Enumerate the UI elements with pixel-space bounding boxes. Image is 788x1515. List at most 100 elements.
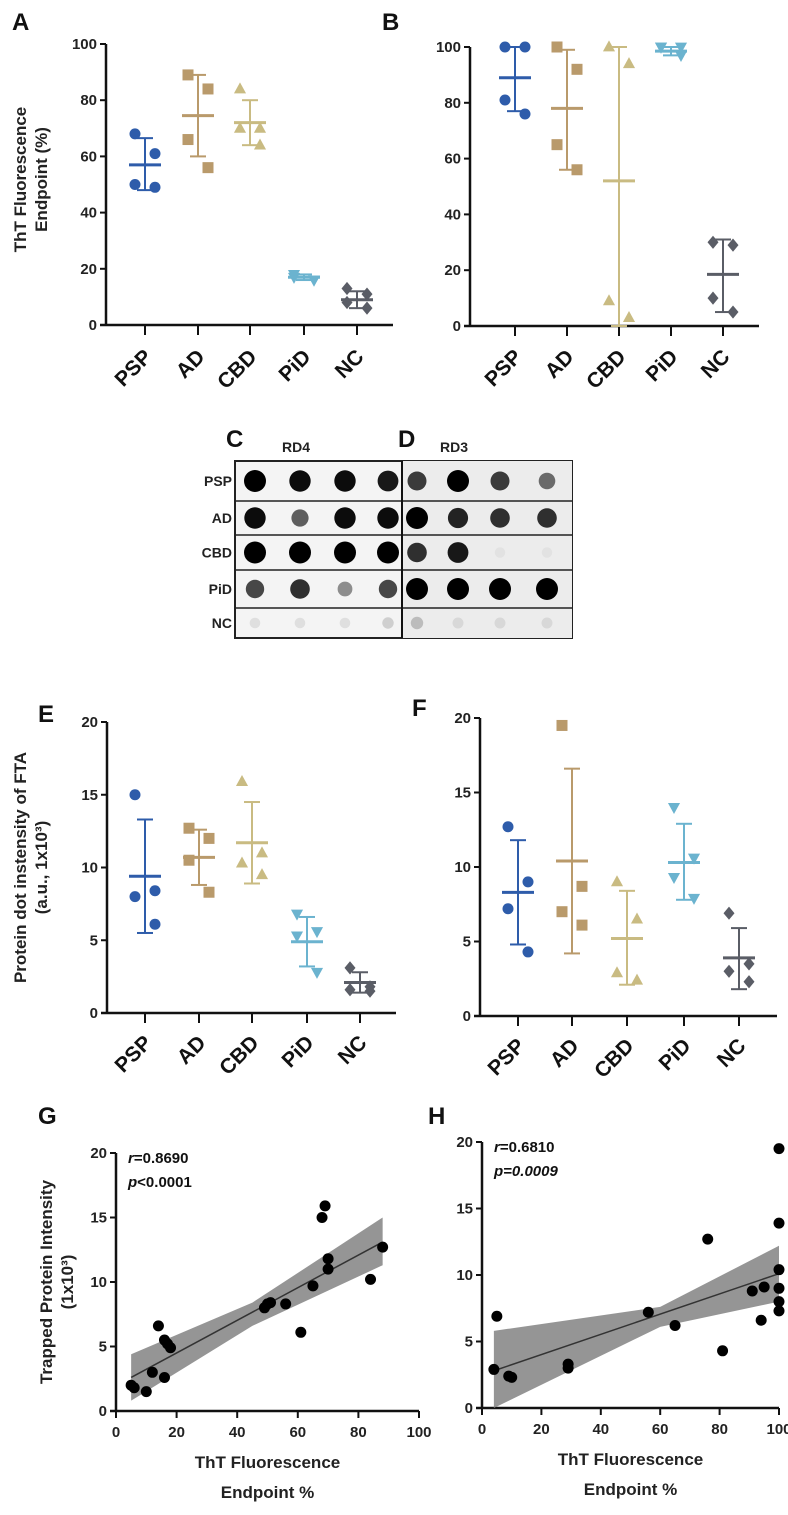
y-tick-label: 10 <box>90 1274 107 1291</box>
data-point <box>377 1241 389 1253</box>
y-axis-label: Protein dot instensity of FTA <box>11 752 30 983</box>
blot-spot <box>378 579 398 599</box>
x-tick-label: AD <box>173 1031 211 1069</box>
blot-spot <box>289 470 311 492</box>
blot-spot <box>244 470 266 492</box>
y-tick-label: 20 <box>80 261 97 278</box>
data-point <box>723 964 735 978</box>
data-point <box>165 1342 177 1354</box>
data-point <box>522 876 534 888</box>
data-point <box>723 906 735 920</box>
blot-spot <box>410 616 424 630</box>
data-point <box>310 927 324 939</box>
data-point <box>773 1264 785 1276</box>
x-tick-label: 60 <box>652 1421 669 1438</box>
data-point <box>502 903 514 915</box>
data-point <box>361 301 373 315</box>
blot-spot <box>334 507 356 529</box>
data-point <box>235 856 249 868</box>
panel-H: H 0 5 10 15 20 0 20 40 60 80 100 ThT Fluorescence End… <box>428 1103 788 1499</box>
x-tick-label: CBD <box>582 345 630 393</box>
group-CBD <box>233 82 267 150</box>
data-point <box>556 906 568 918</box>
data-point <box>129 128 141 140</box>
x-tick-label: PiD <box>655 1034 696 1075</box>
data-point <box>341 295 353 310</box>
data-point <box>687 893 701 905</box>
x-tick-label: PSP <box>481 345 527 391</box>
x-tick-label: 40 <box>229 1424 246 1441</box>
blot-spot <box>541 617 553 629</box>
group-PSP <box>502 821 534 958</box>
data-point <box>152 1320 164 1332</box>
y-tick-label: 0 <box>89 317 97 334</box>
blot-spot <box>447 507 469 529</box>
x-tick-label: PSP <box>111 1031 157 1077</box>
y-tick-label: 20 <box>454 710 471 727</box>
y-tick-label: 10 <box>454 859 471 876</box>
data-point <box>149 885 161 897</box>
blot-spot <box>377 507 399 529</box>
data-point <box>290 931 304 943</box>
data-point <box>642 1306 654 1318</box>
blot-row-label: CBD <box>202 545 232 561</box>
blot-spot <box>334 541 356 564</box>
data-point <box>322 1263 334 1275</box>
regression-line <box>130 1241 383 1379</box>
group-PiD <box>654 42 688 62</box>
data-point <box>519 108 531 120</box>
data-point <box>149 148 161 160</box>
blot-spot <box>249 617 261 629</box>
r-symbol: r <box>128 1150 135 1167</box>
panel-E: E 0 5 10 15 20 Protein dot instensity of FTA (a… <box>11 701 396 1080</box>
data-point <box>183 854 195 866</box>
data-point <box>488 1363 500 1375</box>
x-axis-label: ThT Fluorescence <box>558 1450 703 1469</box>
y-axis-label: Trapped Protein Intensity <box>37 1179 56 1384</box>
x-axis-label: Endpoint % <box>584 1480 677 1499</box>
y-axis-label: ThT Fluorescence <box>11 107 30 252</box>
x-tick-label: CBD <box>213 345 261 393</box>
data-point <box>707 235 719 249</box>
p-annotation: p=0.0009 <box>493 1163 558 1180</box>
y-tick-label: 60 <box>444 151 461 168</box>
p-value: =0.0009 <box>503 1163 558 1180</box>
blot-spot <box>377 541 399 564</box>
data-point <box>149 181 161 193</box>
y-tick-label: 15 <box>81 787 98 804</box>
y-tick-label: 0 <box>99 1403 107 1420</box>
data-point <box>576 880 588 892</box>
blot-spot <box>538 472 556 490</box>
data-point <box>773 1217 785 1229</box>
data-point <box>310 967 324 979</box>
r-value: =0.6810 <box>500 1139 555 1156</box>
r-annotation: r=0.8690 <box>128 1150 188 1167</box>
blot-spot <box>447 542 469 563</box>
blot-spot <box>490 508 510 528</box>
data-point <box>519 41 531 53</box>
data-point <box>610 875 624 887</box>
data-point <box>146 1366 158 1378</box>
y-axis-label: (1x10³) <box>58 1255 77 1310</box>
data-point <box>255 868 269 880</box>
group-CBD <box>602 40 636 327</box>
x-tick-label: 100 <box>406 1424 431 1441</box>
data-point <box>602 294 616 306</box>
y-tick-label: 5 <box>463 934 471 951</box>
data-point <box>341 281 353 296</box>
y-tick-label: 15 <box>90 1210 107 1227</box>
data-point <box>576 919 588 931</box>
blot-spot <box>541 547 553 558</box>
blot-spot <box>334 470 356 492</box>
blot-row-label: AD <box>212 510 232 526</box>
data-point <box>499 94 511 106</box>
regression-line <box>493 1272 780 1372</box>
data-point <box>307 1280 319 1292</box>
panel-label: B <box>382 9 399 36</box>
panel-A: A 0 20 40 60 80 100 ThT Fluorescence Endpoint (%… <box>11 9 393 394</box>
y-tick-label: 20 <box>444 262 461 279</box>
data-point <box>364 984 376 998</box>
group-AD <box>556 719 588 955</box>
p-annotation: p<0.0001 <box>127 1174 192 1191</box>
y-tick-label: 20 <box>456 1134 473 1151</box>
